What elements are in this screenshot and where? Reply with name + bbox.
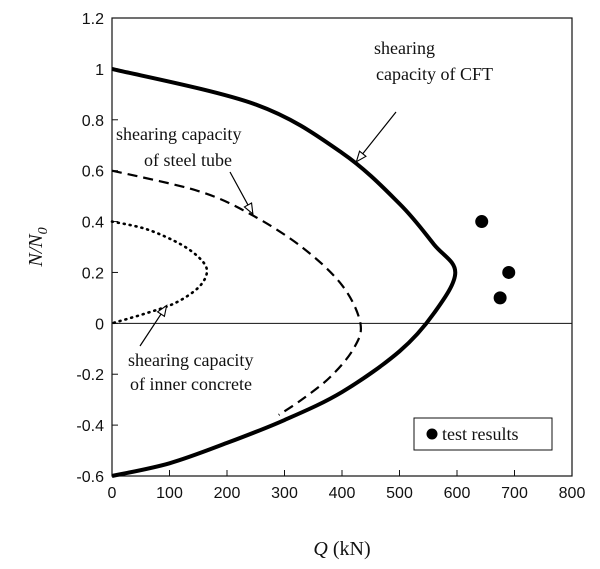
y-tick-label: -0.4: [76, 418, 104, 435]
x-tick-label: 800: [559, 485, 586, 502]
test-result-point: [502, 265, 516, 279]
annotation-arrowhead: [156, 304, 168, 318]
x-tick-label: 500: [386, 485, 413, 502]
annotation-steel-line2: of steel tube: [144, 150, 232, 170]
x-tick-label: 700: [501, 485, 528, 502]
test-result-point: [493, 291, 507, 305]
y-axis-title: N/N0: [25, 227, 51, 267]
x-tick-label: 600: [444, 485, 471, 502]
cft-capacity-curve: [111, 66, 458, 478]
y-tick-label: 0.2: [82, 265, 104, 282]
y-tick-label: 0.6: [82, 164, 104, 181]
x-tick-label: 300: [271, 485, 298, 502]
annotation-arrowhead: [355, 150, 367, 163]
x-axis-title: Q (kN): [313, 538, 370, 560]
inner-concrete-capacity-curve: [110, 220, 209, 325]
y-tick-label: -0.6: [76, 469, 104, 486]
x-tick-label: 200: [214, 485, 241, 502]
annotation-steel-line1: shearing capacity: [116, 124, 241, 144]
annotation-concrete-line1: shearing capacity: [128, 350, 253, 370]
y-tick-label: 0.8: [82, 113, 104, 130]
plot-frame: [111, 17, 573, 477]
x-tick-label: 100: [156, 485, 183, 502]
annotation-concrete-line2: of inner concrete: [130, 374, 252, 394]
test-result-point: [475, 215, 489, 229]
annotation-cft-line2: capacity of CFT: [376, 64, 493, 84]
y-tick-label: -0.2: [76, 367, 104, 384]
y-tick-label: 0.4: [82, 215, 104, 232]
annotation-cft-line1: shearing: [374, 38, 435, 58]
y-tick-label: 1.2: [82, 11, 104, 28]
steel-tube-capacity-curve: [111, 169, 362, 416]
y-tick-label: 0: [95, 316, 104, 333]
legend-label: test results: [442, 424, 519, 444]
x-tick-label: 0: [108, 485, 117, 502]
y-tick-label: 1: [95, 62, 104, 79]
x-tick-label: 400: [329, 485, 356, 502]
legend-marker: [426, 428, 438, 440]
annotation-arrowhead: [243, 202, 254, 216]
